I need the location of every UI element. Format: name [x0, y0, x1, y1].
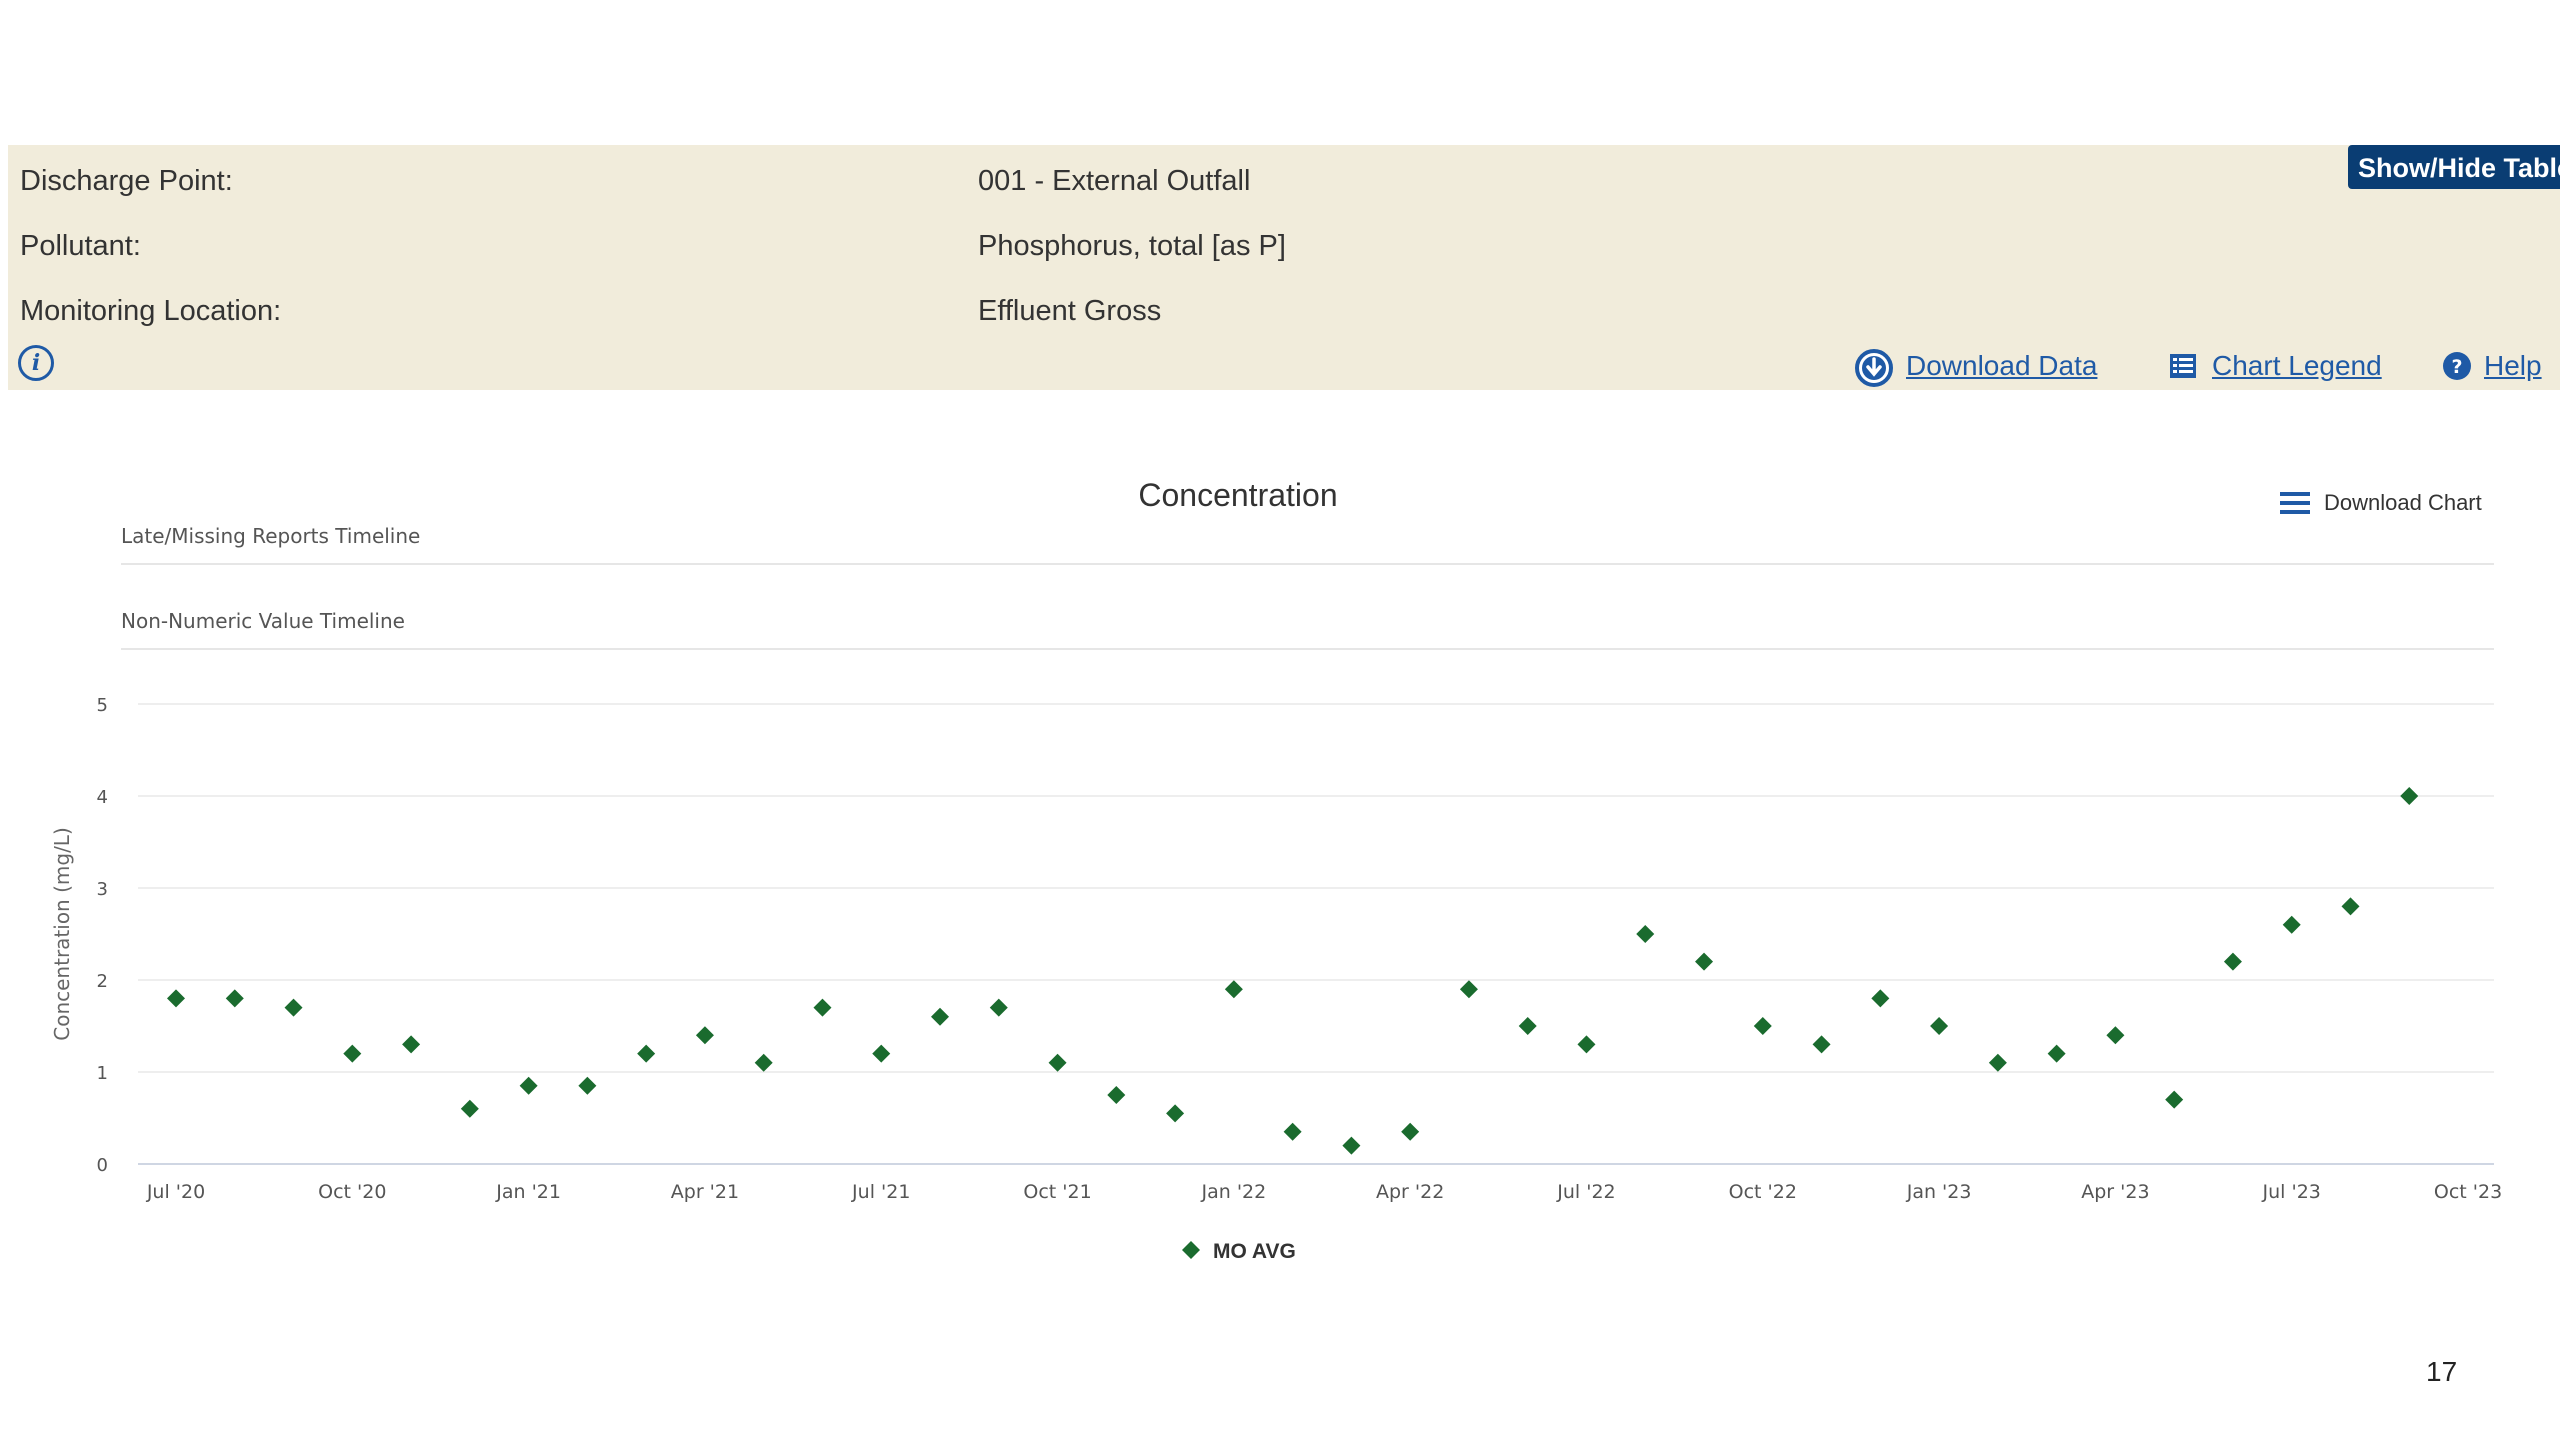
data-point	[167, 989, 185, 1008]
data-point	[2400, 787, 2419, 805]
x-tick-label: Oct '22	[1729, 1181, 1797, 1203]
data-point	[1988, 1053, 2007, 1072]
y-tick-label: 5	[97, 695, 108, 716]
pollutant-value: Phosphorus, total [as P]	[978, 230, 1286, 262]
x-tick-label: Jan '22	[1200, 1181, 1266, 1203]
x-tick-label: Apr '23	[2081, 1181, 2149, 1203]
data-point	[1342, 1136, 1361, 1155]
data-point	[1812, 1035, 1831, 1054]
x-tick-label: Apr '21	[671, 1181, 739, 1203]
y-axis-label: Concentration (mg/L)	[50, 827, 74, 1041]
x-tick-label: Oct '20	[318, 1181, 386, 1203]
page-number: 17	[2426, 1356, 2458, 1387]
data-point	[1577, 1035, 1596, 1054]
monitoring-location-value: Effluent Gross	[978, 295, 1162, 327]
data-point	[2223, 952, 2242, 971]
discharge-point-label: Discharge Point:	[20, 165, 233, 197]
data-point	[519, 1076, 538, 1095]
download-chart-label: Download Chart	[2324, 490, 2482, 515]
data-point	[1518, 1017, 1537, 1035]
legend-label: MO AVG	[1213, 1240, 1296, 1263]
y-tick-label: 0	[97, 1155, 108, 1176]
info-panel: Discharge Point: 001 - External Outfall …	[8, 145, 2560, 390]
x-tick-label: Oct '21	[1023, 1181, 1091, 1203]
x-tick-label: Oct '23	[2434, 1181, 2502, 1203]
x-tick-label: Jul '20	[146, 1181, 205, 1203]
data-point	[695, 1026, 714, 1045]
x-tick-label: Jan '21	[495, 1181, 561, 1203]
data-point	[1459, 980, 1478, 999]
pollutant-label: Pollutant:	[20, 230, 141, 262]
data-point	[402, 1035, 421, 1054]
monitoring-location-label: Monitoring Location:	[20, 295, 282, 327]
data-point	[754, 1053, 773, 1072]
download-data-link[interactable]: Download Data	[1854, 346, 2098, 387]
data-point	[1695, 952, 1714, 971]
data-point	[2341, 897, 2360, 916]
data-point	[1753, 1017, 1772, 1035]
data-point	[813, 998, 832, 1017]
x-tick-label: Jul '23	[2262, 1181, 2321, 1203]
data-point	[1166, 1104, 1185, 1123]
list-icon	[2168, 351, 2198, 381]
help-circle-icon: ?	[2442, 351, 2472, 381]
x-tick-label: Jan '23	[1906, 1181, 1972, 1203]
data-point	[1930, 1017, 1949, 1035]
chart-legend-label: Chart Legend	[2212, 350, 2382, 381]
data-point	[1224, 980, 1243, 999]
y-tick-label: 2	[97, 971, 108, 992]
data-point	[225, 989, 244, 1008]
concentration-chart: Concentration Late/Missing Reports Timeli…	[50, 477, 2502, 1263]
data-point	[1283, 1122, 1302, 1141]
chart-container: Concentration Late/Missing Reports Timeli…	[0, 460, 2560, 1400]
discharge-point-value: 001 - External Outfall	[978, 165, 1251, 197]
data-point	[578, 1076, 597, 1095]
download-chart-button[interactable]: Download Chart	[2280, 490, 2482, 516]
timeline-label: Late/Missing Reports Timeline	[121, 524, 420, 548]
data-point	[637, 1044, 656, 1063]
timeline-label: Non-Numeric Value Timeline	[121, 609, 405, 633]
x-tick-label: Apr '22	[1376, 1181, 1444, 1203]
x-tick-label: Jul '21	[851, 1181, 910, 1203]
hamburger-menu-icon	[2280, 492, 2310, 514]
data-point	[2106, 1026, 2125, 1045]
chart-legend-link[interactable]: Chart Legend	[2168, 346, 2382, 386]
chart-title: Concentration	[1138, 477, 1337, 513]
data-point	[1636, 925, 1655, 943]
data-point	[2165, 1090, 2184, 1109]
svg-text:?: ?	[2451, 356, 2462, 378]
y-tick-label: 3	[97, 879, 108, 900]
data-point	[343, 1044, 362, 1063]
data-point	[2047, 1044, 2066, 1063]
y-tick-label: 4	[97, 787, 108, 808]
data-point	[1048, 1053, 1067, 1072]
data-point	[989, 998, 1008, 1017]
data-point	[1401, 1122, 1420, 1141]
show-hide-table-button[interactable]: Show/Hide Table	[2348, 145, 2560, 189]
x-tick-label: Jul '22	[1556, 1181, 1615, 1203]
data-point	[460, 1099, 479, 1118]
legend-marker	[1182, 1241, 1200, 1259]
data-point	[931, 1007, 950, 1026]
download-data-label: Download Data	[1906, 350, 2098, 381]
download-circle-icon	[1854, 348, 1893, 387]
data-point	[1107, 1086, 1126, 1104]
help-link[interactable]: ? Help	[2442, 346, 2542, 386]
help-label: Help	[2484, 350, 2542, 381]
data-point	[872, 1044, 891, 1063]
y-tick-label: 1	[97, 1063, 108, 1084]
info-icon[interactable]: i	[18, 345, 54, 381]
data-point	[1871, 989, 1890, 1008]
data-point	[284, 998, 303, 1017]
data-point	[2282, 915, 2301, 934]
